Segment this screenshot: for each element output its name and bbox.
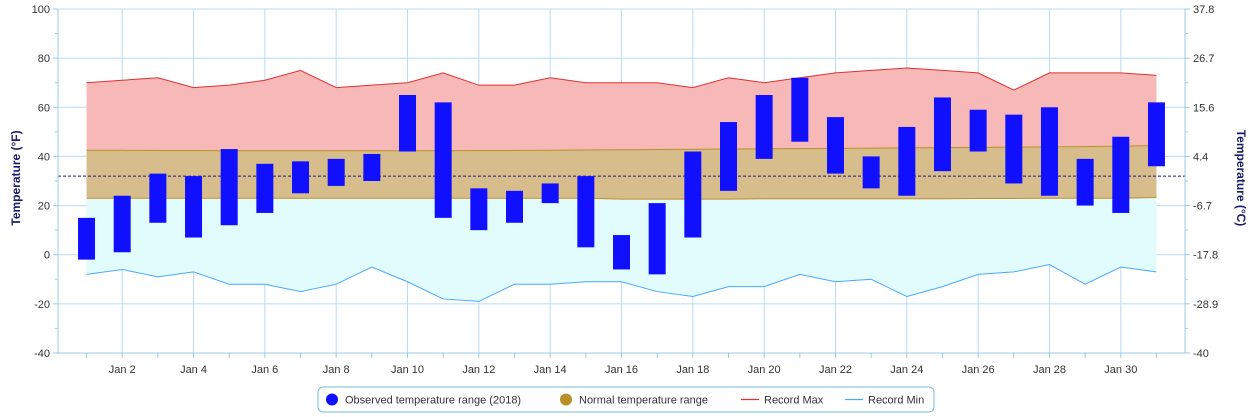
observed-bar	[1112, 136, 1130, 213]
observed-bar	[327, 158, 345, 186]
record-max-line	[86, 67, 1157, 91]
x-tick-label: Jan 18	[676, 364, 709, 376]
observed-bar	[719, 122, 737, 191]
y-tick-label-left: -40	[34, 348, 50, 360]
observed-bar	[220, 149, 238, 226]
x-tick-label: Jan 12	[462, 364, 495, 376]
observed-bar	[78, 217, 96, 260]
legend-item-record-min[interactable]: Record Min	[845, 395, 924, 407]
legend-normal-label: Normal temperature range	[579, 395, 708, 407]
x-tick-label: Jan 16	[605, 364, 638, 376]
legend-item-observed[interactable]: Observed temperature range (2018)	[326, 393, 521, 407]
observed-bar	[506, 190, 524, 223]
observed-bar	[969, 109, 987, 152]
observed-bar	[577, 176, 595, 248]
y-tick-label-left: 0	[44, 250, 50, 262]
y-tick-label-left: 40	[38, 151, 50, 163]
x-tick-label: Jan 6	[251, 364, 278, 376]
y-tick-label-left: 20	[38, 201, 50, 213]
y-tick-label-left: 80	[38, 53, 50, 65]
x-tick-label: Jan 4	[180, 364, 207, 376]
observed-bar	[185, 176, 203, 238]
observed-bar	[256, 163, 274, 213]
y-tick-label-left: 60	[38, 102, 50, 114]
y-axis-title-right: Temperature (°C)	[1234, 130, 1248, 227]
x-tick-label: Jan 26	[962, 364, 995, 376]
y-tick-label-right: 26.7	[1193, 53, 1214, 65]
y-tick-label-right: -40	[1193, 348, 1209, 360]
observed-bar	[149, 173, 167, 223]
legend-record-max-label: Record Max	[764, 395, 824, 407]
tick-labels: -40 -20 0 20 40 60 80 100 -40 -28.9 -17.8 -6.7 4.4 15…	[32, 4, 1218, 376]
legend-item-record-max[interactable]: Record Max	[741, 395, 824, 407]
x-tick-label: Jan 28	[1033, 364, 1066, 376]
record-min-line	[86, 264, 1157, 302]
observed-bar	[755, 95, 773, 159]
observed-bar	[1005, 114, 1023, 184]
x-tick-label: Jan 2	[109, 364, 136, 376]
legend-normal-marker	[560, 393, 572, 406]
normal-band	[86, 145, 1157, 200]
x-tick-label: Jan 22	[819, 364, 852, 376]
observed-bar	[862, 156, 880, 189]
x-tick-label: Jan 30	[1104, 364, 1137, 376]
y-tick-label-left: -20	[34, 299, 50, 311]
observed-bar	[684, 151, 702, 238]
x-tick-label: Jan 24	[890, 364, 923, 376]
y-axis-title-left: Temperature (°F)	[9, 130, 23, 225]
observed-bar	[1147, 102, 1165, 167]
x-tick-label: Jan 14	[534, 364, 567, 376]
observed-bar	[1040, 107, 1058, 196]
observed-bar	[363, 153, 381, 181]
observed-bar	[791, 77, 809, 142]
y-tick-label-right: 37.8	[1193, 4, 1214, 16]
observed-bar	[648, 203, 666, 275]
x-tick-label: Jan 8	[323, 364, 350, 376]
observed-bar	[434, 102, 452, 218]
x-tick-label: Jan 20	[748, 364, 781, 376]
observed-bar	[292, 161, 310, 194]
legend-observed-label: Observed temperature range (2018)	[345, 395, 521, 407]
y-tick-label-right: -17.8	[1193, 250, 1218, 262]
legend: Observed temperature range (2018) Normal…	[317, 386, 935, 413]
observed-bar	[933, 97, 951, 172]
y-tick-label-left: 100	[32, 4, 50, 16]
observed-bar	[898, 126, 916, 196]
observed-bars	[78, 77, 1165, 275]
observed-bar	[1076, 158, 1094, 206]
x-tick-label: Jan 10	[391, 364, 424, 376]
y-tick-label-right: 15.6	[1193, 102, 1214, 114]
observed-bar	[613, 235, 630, 270]
observed-bar	[541, 183, 559, 204]
y-tick-label-right: -6.7	[1193, 201, 1212, 213]
observed-bar	[399, 95, 417, 152]
observed-bar	[113, 195, 131, 253]
legend-item-normal[interactable]: Normal temperature range	[560, 393, 708, 407]
observed-bar	[826, 117, 844, 174]
legend-box	[317, 386, 935, 413]
y-tick-label-right: 4.4	[1193, 151, 1208, 163]
y-tick-label-right: -28.9	[1193, 299, 1218, 311]
record-max-band	[86, 67, 1157, 151]
axes	[53, 8, 1190, 358]
observed-bar	[470, 188, 488, 231]
legend-observed-marker	[326, 393, 338, 406]
legend-record-min-label: Record Min	[868, 395, 924, 407]
